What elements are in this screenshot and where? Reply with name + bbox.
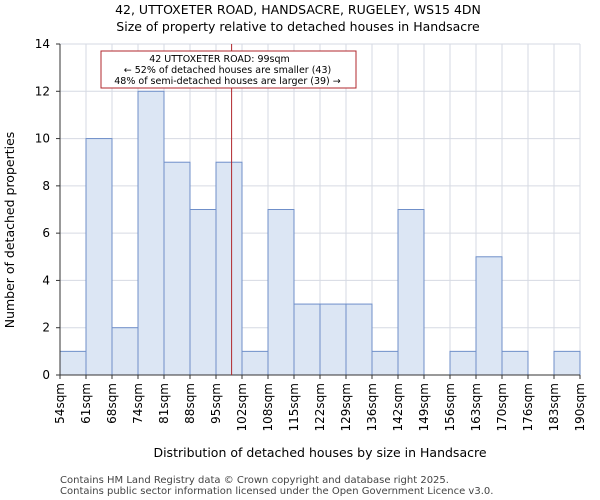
bars: [59, 90, 581, 376]
bar: [371, 350, 399, 376]
bar: [345, 303, 373, 376]
x-tick-label: 54sqm: [53, 383, 67, 424]
y-tick-label: 12: [35, 84, 50, 98]
annotation-line2: ← 52% of detached houses are smaller (43…: [124, 65, 331, 76]
y-tick-label: 6: [42, 226, 50, 240]
footer-line1: Contains HM Land Registry data © Crown c…: [60, 475, 449, 486]
x-tick-label: 102sqm: [235, 383, 249, 431]
x-tick-label: 61sqm: [79, 383, 93, 424]
x-tick-label: 74sqm: [131, 383, 145, 424]
x-tick-label: 170sqm: [495, 383, 509, 431]
x-axis-label: Distribution of detached houses by size …: [153, 445, 486, 460]
x-tick-label: 163sqm: [469, 383, 483, 431]
chart-title-line1: 42, UTTOXETER ROAD, HANDSACRE, RUGELEY, …: [115, 2, 481, 17]
footer-line2: Contains public sector information licen…: [60, 486, 493, 497]
y-tick-label: 0: [42, 368, 50, 382]
y-tick-label: 14: [35, 37, 50, 51]
y-tick-label: 8: [42, 179, 50, 193]
bar: [553, 350, 581, 376]
bar: [111, 327, 139, 376]
annotation-line3: 48% of semi-detached houses are larger (…: [114, 76, 341, 87]
bar: [85, 138, 113, 376]
y-ticks: 0 2 4 6 8 10 12 14: [35, 37, 60, 382]
x-tick-label: 176sqm: [521, 383, 535, 431]
x-tick-label: 142sqm: [391, 383, 405, 431]
annotation-line1: 42 UTTOXETER ROAD: 99sqm: [149, 54, 290, 65]
x-tick-label: 68sqm: [105, 383, 119, 424]
x-tick-label: 149sqm: [417, 383, 431, 431]
bar: [189, 209, 217, 376]
bar: [241, 350, 269, 376]
bar: [137, 90, 165, 376]
bar: [215, 161, 243, 376]
property-marker: 42 UTTOXETER ROAD: 99sqm← 52% of detache…: [100, 44, 357, 375]
x-tick-label: 183sqm: [547, 383, 561, 431]
x-tick-label: 190sqm: [573, 383, 587, 431]
bar: [475, 256, 503, 376]
bar: [449, 350, 477, 376]
x-tick-label: 88sqm: [183, 383, 197, 424]
x-tick-label: 122sqm: [313, 383, 327, 431]
x-tick-label: 95sqm: [209, 383, 223, 424]
y-tick-label: 4: [42, 273, 50, 287]
x-tick-label: 108sqm: [261, 383, 275, 431]
y-axis-label: Number of detached properties: [2, 132, 17, 329]
x-tick-label: 136sqm: [365, 383, 379, 431]
bar: [59, 350, 87, 376]
x-tick-label: 81sqm: [157, 383, 171, 424]
x-tick-label: 115sqm: [287, 383, 301, 431]
bar: [293, 303, 321, 376]
x-ticks: 54sqm 61sqm 68sqm 74sqm 81sqm 88sqm 95sqm 102sq…: [53, 375, 587, 431]
x-tick-label: 129sqm: [339, 383, 353, 431]
bar: [163, 161, 191, 376]
x-tick-label: 156sqm: [443, 383, 457, 431]
y-tick-label: 10: [35, 132, 50, 146]
y-tick-label: 2: [42, 321, 50, 335]
bar: [501, 350, 529, 376]
bar: [397, 209, 425, 376]
annotation-box: [100, 50, 357, 89]
bar: [319, 303, 347, 376]
bar: [267, 209, 295, 376]
chart-title-line2: Size of property relative to detached ho…: [116, 19, 480, 34]
